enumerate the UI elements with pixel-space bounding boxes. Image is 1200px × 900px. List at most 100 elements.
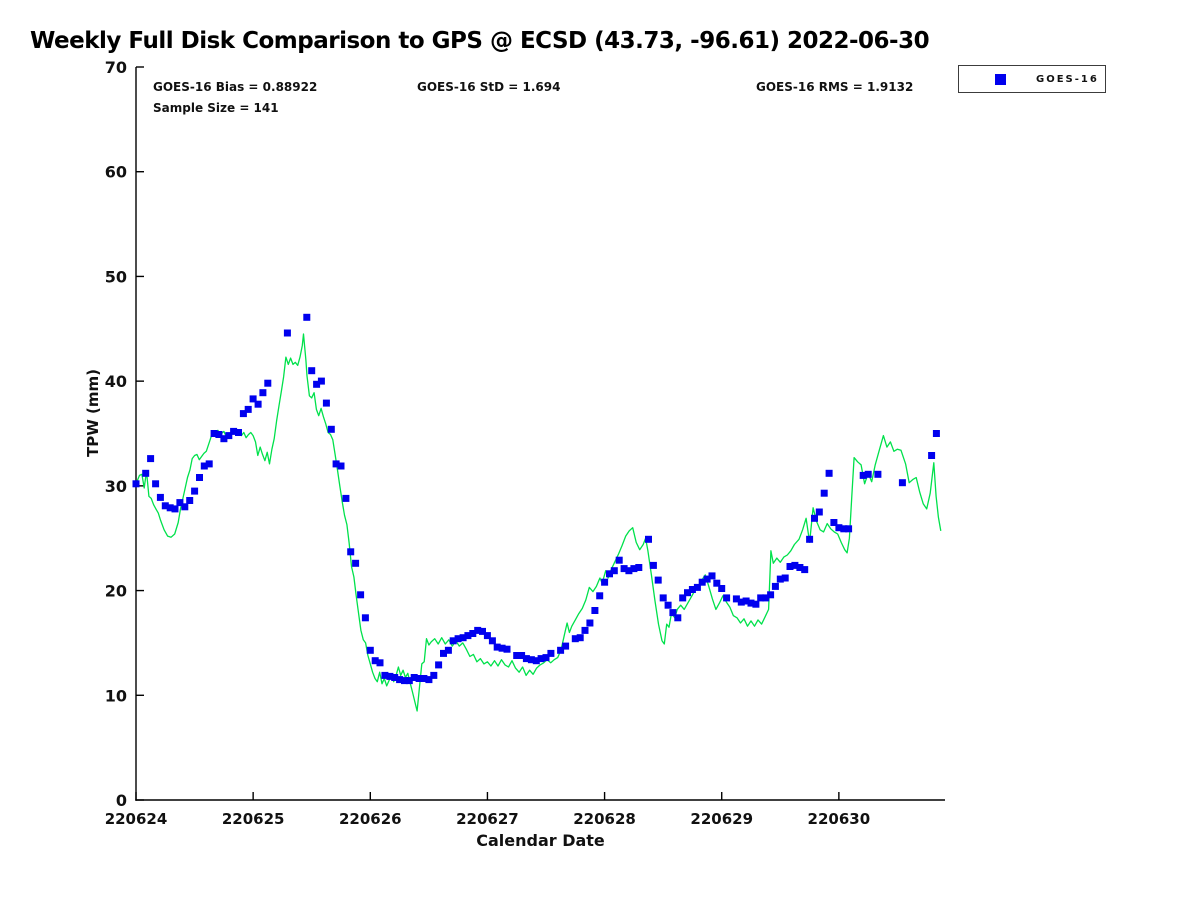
goes16-marker xyxy=(820,489,828,497)
goes16-marker xyxy=(703,575,711,583)
goes16-marker xyxy=(932,430,940,437)
goes16-marker xyxy=(928,452,936,459)
goes16-marker xyxy=(498,644,506,652)
legend-label: GOES-16 xyxy=(1036,73,1099,85)
goes16-marker xyxy=(835,524,843,532)
goes16-marker xyxy=(420,675,428,682)
goes16-marker xyxy=(767,591,775,599)
goes16-marker xyxy=(493,643,501,651)
goes16-marker xyxy=(444,646,452,654)
goes16-marker xyxy=(132,480,140,488)
goes16-marker xyxy=(527,656,535,664)
chart-title: Weekly Full Disk Comparison to GPS @ ECS… xyxy=(30,28,930,54)
goes16-marker xyxy=(313,380,321,388)
goes16-marker xyxy=(684,589,691,597)
goes16-marker xyxy=(898,479,906,487)
goes16-marker xyxy=(474,626,482,634)
stat-std: GOES-16 StD = 1.694 xyxy=(417,80,561,94)
x-tick-label: 220625 xyxy=(222,810,285,828)
goes16-marker xyxy=(522,655,530,663)
goes16-marker xyxy=(196,474,203,481)
stat-rms: GOES-16 RMS = 1.9132 xyxy=(756,80,914,94)
goes16-marker xyxy=(596,592,604,600)
goes16-marker xyxy=(225,432,233,440)
goes16-marker xyxy=(483,632,491,640)
goes16-marker xyxy=(874,470,882,478)
goes16-marker xyxy=(459,634,467,642)
x-tick-label: 220627 xyxy=(456,810,519,828)
goes16-marker xyxy=(571,635,579,643)
goes16-marker xyxy=(532,657,540,665)
goes16-marker xyxy=(479,627,486,635)
y-tick-label: 10 xyxy=(105,686,127,705)
goes16-marker xyxy=(142,469,150,477)
goes16-marker xyxy=(186,497,194,504)
goes16-marker xyxy=(147,455,155,463)
goes16-marker xyxy=(156,493,164,501)
y-tick-label: 60 xyxy=(105,163,127,182)
goes16-marker xyxy=(513,652,521,659)
goes16-marker xyxy=(337,462,345,470)
goes16-marker xyxy=(698,578,706,586)
goes16-marker xyxy=(396,676,404,684)
goes16-marker xyxy=(664,601,672,609)
goes16-marker xyxy=(503,645,511,653)
goes16-marker xyxy=(586,619,594,627)
x-tick-label: 220628 xyxy=(573,810,636,828)
goes16-marker xyxy=(230,427,238,435)
goes16-marker xyxy=(361,614,369,622)
goes16-marker xyxy=(249,395,257,403)
goes16-marker xyxy=(327,425,335,433)
goes16-marker xyxy=(235,429,242,436)
x-axis-label: Calendar Date xyxy=(476,831,605,850)
goes16-marker xyxy=(376,659,384,667)
goes16-marker xyxy=(401,677,408,685)
goes16-marker xyxy=(317,377,325,385)
goes16-marker xyxy=(547,649,555,657)
goes16-marker xyxy=(352,559,360,567)
goes16-marker xyxy=(806,535,814,543)
y-tick-label: 70 xyxy=(105,58,127,77)
goes16-marker xyxy=(405,677,413,685)
goes16-marker xyxy=(630,565,638,573)
goes16-marker xyxy=(786,563,794,570)
y-tick-label: 30 xyxy=(105,477,127,496)
goes16-marker xyxy=(259,389,267,397)
goes16-marker xyxy=(825,469,833,477)
goes16-marker xyxy=(732,595,740,603)
goes16-marker xyxy=(840,525,848,533)
goes16-marker xyxy=(244,405,252,413)
goes16-marker xyxy=(776,575,784,583)
x-tick-label: 220624 xyxy=(105,810,168,828)
goes16-marker xyxy=(430,671,438,679)
goes16-marker xyxy=(152,480,160,488)
goes16-marker xyxy=(688,586,696,593)
goes16-marker xyxy=(332,460,340,468)
y-tick-label: 0 xyxy=(116,791,127,810)
goes16-marker xyxy=(161,502,169,510)
y-tick-label: 20 xyxy=(105,582,127,601)
goes16-marker xyxy=(347,548,355,556)
goes16-marker xyxy=(762,594,770,602)
goes16-marker xyxy=(366,646,374,654)
goes16-marker xyxy=(620,565,628,573)
goes16-marker xyxy=(488,637,496,645)
goes16-marker xyxy=(693,583,701,591)
goes16-marker xyxy=(615,556,623,564)
goes16-marker xyxy=(557,646,565,654)
goes16-marker xyxy=(391,674,399,681)
goes16-marker xyxy=(322,399,330,407)
goes16-marker xyxy=(410,674,418,681)
goes16-marker xyxy=(635,564,643,571)
goes16-marker xyxy=(674,614,682,622)
goes16-marker xyxy=(176,499,184,507)
goes16-marker xyxy=(449,637,457,645)
goes16-marker xyxy=(191,487,199,495)
goes16-marker xyxy=(801,566,809,574)
stat-bias: GOES-16 Bias = 0.88922 xyxy=(153,80,318,94)
goes16-marker xyxy=(815,508,823,516)
goes16-marker xyxy=(415,675,423,682)
goes16-marker xyxy=(166,504,174,512)
goes16-marker xyxy=(864,470,872,478)
